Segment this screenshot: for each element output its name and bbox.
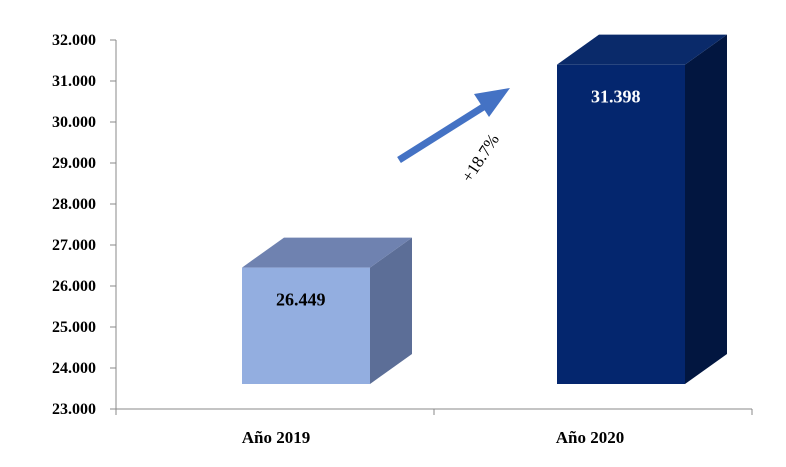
growth-arrow-icon — [397, 101, 490, 163]
y-axis: 23.000 24.000 25.000 26.000 27.000 28.000 29.0… — [52, 32, 117, 418]
y-tick-label: 29.000 — [52, 155, 96, 172]
x-axis: Año 2019 Año 2020 — [115, 408, 753, 447]
y-tick-label: 32.000 — [52, 32, 96, 49]
y-tick-label: 23.000 — [52, 401, 96, 418]
x-category-label: Año 2020 — [556, 428, 624, 447]
bar-2: 31.398 — [557, 34, 727, 384]
y-tick-label: 30.000 — [52, 114, 96, 131]
bar-top — [557, 34, 727, 65]
bar-1: 26.449 — [242, 237, 412, 384]
bar-value-label: 26.449 — [276, 290, 326, 310]
y-tick-label: 27.000 — [52, 237, 96, 254]
y-tick-label: 24.000 — [52, 360, 96, 377]
arrow-head-icon — [474, 88, 510, 117]
y-tick-label: 25.000 — [52, 319, 96, 336]
y-tick-label: 26.000 — [52, 278, 96, 295]
growth-percentage: +18.7% — [458, 130, 503, 185]
bars: 26.449 31.398 — [242, 34, 727, 384]
bar-side — [685, 34, 727, 384]
bar-front — [557, 64, 685, 384]
growth-annotation: +18.7% — [397, 88, 510, 186]
y-tick-label: 31.000 — [52, 73, 96, 90]
y-tick-label: 28.000 — [52, 196, 96, 213]
bar-side — [370, 237, 412, 384]
bar-top — [242, 237, 412, 268]
bar-value-label: 31.398 — [591, 87, 641, 107]
bar-front — [242, 267, 370, 384]
x-category-label: Año 2019 — [242, 428, 310, 447]
